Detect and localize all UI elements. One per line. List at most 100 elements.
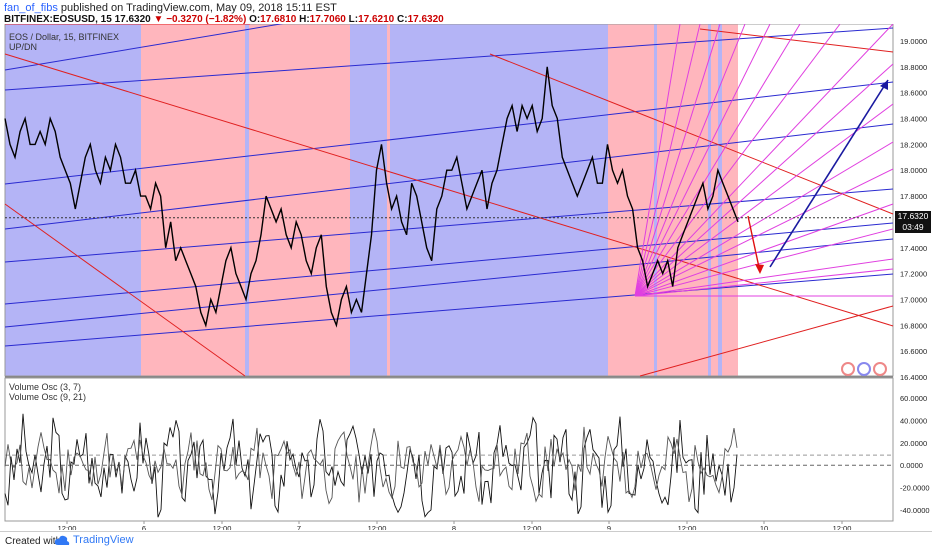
fan-line-2 [634,258,894,297]
channel-line-blue-2 [4,188,894,263]
forecast-arrow-up [769,79,889,268]
fan-line-13 [634,24,746,297]
tradingview-logo[interactable]: TradingView [54,534,134,546]
osc-pane-border [4,377,894,522]
open-value: 17.6810 [260,14,297,25]
price-axis-tick: 18.8000 [900,63,927,72]
band-blue-12 [718,24,722,376]
symbol-quote: BITFINEX:EOSUSD, 15 17.6320 ▼ −0.3270 (−… [4,14,444,25]
forecast-arrow-up-head [880,80,888,90]
band-red-1 [141,24,245,376]
osc-axis-tick: 20.0000 [900,439,927,448]
osc-axis-tick: -40.0000 [900,506,930,515]
price-axis-tick: 17.0000 [900,295,927,304]
chart-canvas[interactable]: 19.0000 18.8000 18.6000 18.4000 18.2000 18.00… [0,24,932,530]
time-axis-label: 10 [760,524,768,530]
low-value: 17.6210 [358,14,395,25]
price-axis-tick: 16.4000 [900,373,927,382]
countdown-tag: 03:49 [895,222,931,233]
indicator-legend[interactable]: UP/DN [9,42,38,52]
author-link[interactable]: fan_of_fibs [4,2,58,14]
fan-line-1 [634,268,894,297]
fan-line-16 [634,24,681,297]
osc-legend: Volume Osc (3, 7) Volume Osc (9, 21) [9,382,86,402]
price-axis-tick: 18.2000 [900,140,927,149]
time-axis-label: 12:00 [678,524,697,530]
band-blue-10 [708,24,711,376]
channel-line-blue-3 [4,123,894,230]
main-legend: EOS / Dollar, 15, BITFINEX UP/DN [9,32,119,52]
price-series-line [4,66,739,328]
osc-axis-tick: 40.0000 [900,416,927,425]
published-text: published on TradingView.com, May 09, 20… [60,2,337,14]
osc-series-1 [4,413,738,518]
flag-icons [841,362,887,376]
price-axis-tick: 19.0000 [900,37,927,46]
channel-line-blue-6 [4,24,284,71]
channel-line-blue-4 [4,81,894,185]
tradingview-brand: TradingView [73,534,134,546]
open-label: O: [249,14,261,25]
channel-line-blue-0 [4,273,894,347]
fan-line-12 [634,24,771,297]
forecast-arrow-down [747,215,761,273]
low-label: L: [348,14,359,25]
time-axis-label: 12:00 [523,524,542,530]
channel-line-blue-7 [4,222,894,305]
osc-axis-tick: -20.0000 [900,484,930,493]
fan-line-6 [634,141,894,297]
footer: Created with TradingView [0,531,932,551]
time-axis-label: 6 [142,524,146,530]
price-axis-tick: 17.4000 [900,244,927,253]
channel-line-red-3 [639,305,894,377]
fan-line-7 [634,103,894,297]
band-red-7 [608,24,654,376]
last-price: 17.6320 [114,14,151,25]
price-axis-tick: 18.0000 [900,166,927,175]
price-axis-tick: 18.6000 [900,89,927,98]
channel-line-red-4 [489,53,894,215]
fan-line-3 [634,228,894,297]
band-blue-6 [390,24,608,376]
time-axis-label: 12:00 [58,524,77,530]
band-blue-4 [350,24,387,376]
channel-line-blue-1 [4,238,894,328]
flag-icon [857,362,871,376]
close-label: C: [397,14,408,25]
series-legend[interactable]: EOS / Dollar, 15, BITFINEX [9,32,120,42]
band-red-5 [387,24,390,376]
osc-axis-tick: 0.0000 [900,461,923,470]
channel-line-red-5 [699,28,894,53]
fan-line-8 [634,63,894,297]
osc-axis-tick: 60.0000 [900,394,927,403]
fan-line-5 [634,168,894,297]
price-axis-tick: 18.4000 [900,115,927,124]
price-change: −0.3270 (−1.82%) [166,14,247,25]
time-axis-label: 8 [452,524,456,530]
fan-line-15 [634,24,701,297]
time-axis-label: 9 [607,524,611,530]
price-axis-tick: 17.8000 [900,192,927,201]
osc-legend-1[interactable]: Volume Osc (3, 7) [9,382,82,392]
high-label: H: [299,14,310,25]
osc-legend-2[interactable]: Volume Osc (9, 21) [9,392,87,402]
price-axis-tick: 16.8000 [900,321,927,330]
fan-line-14 [634,24,721,297]
forecast-arrow-down-head [755,264,764,274]
fan-line-4 [634,203,894,297]
band-red-11 [711,24,718,376]
time-axis-label: 12:00 [833,524,852,530]
fan-line-11 [634,24,801,297]
high-value: 17.7060 [309,14,346,25]
cloud-icon [54,535,70,545]
band-blue-8 [654,24,657,376]
direction-down-icon: ▼ [153,14,164,25]
fan-line-10 [634,24,841,297]
price-axis-tick: 16.6000 [900,347,927,356]
osc-series-2 [4,426,738,505]
time-axis-label: 12:00 [213,524,232,530]
close-value: 17.6320 [407,14,444,25]
flag-icon [873,362,887,376]
symbol: BITFINEX:EOSUSD, 15 [4,14,112,25]
channel-line-red-1 [4,203,246,377]
